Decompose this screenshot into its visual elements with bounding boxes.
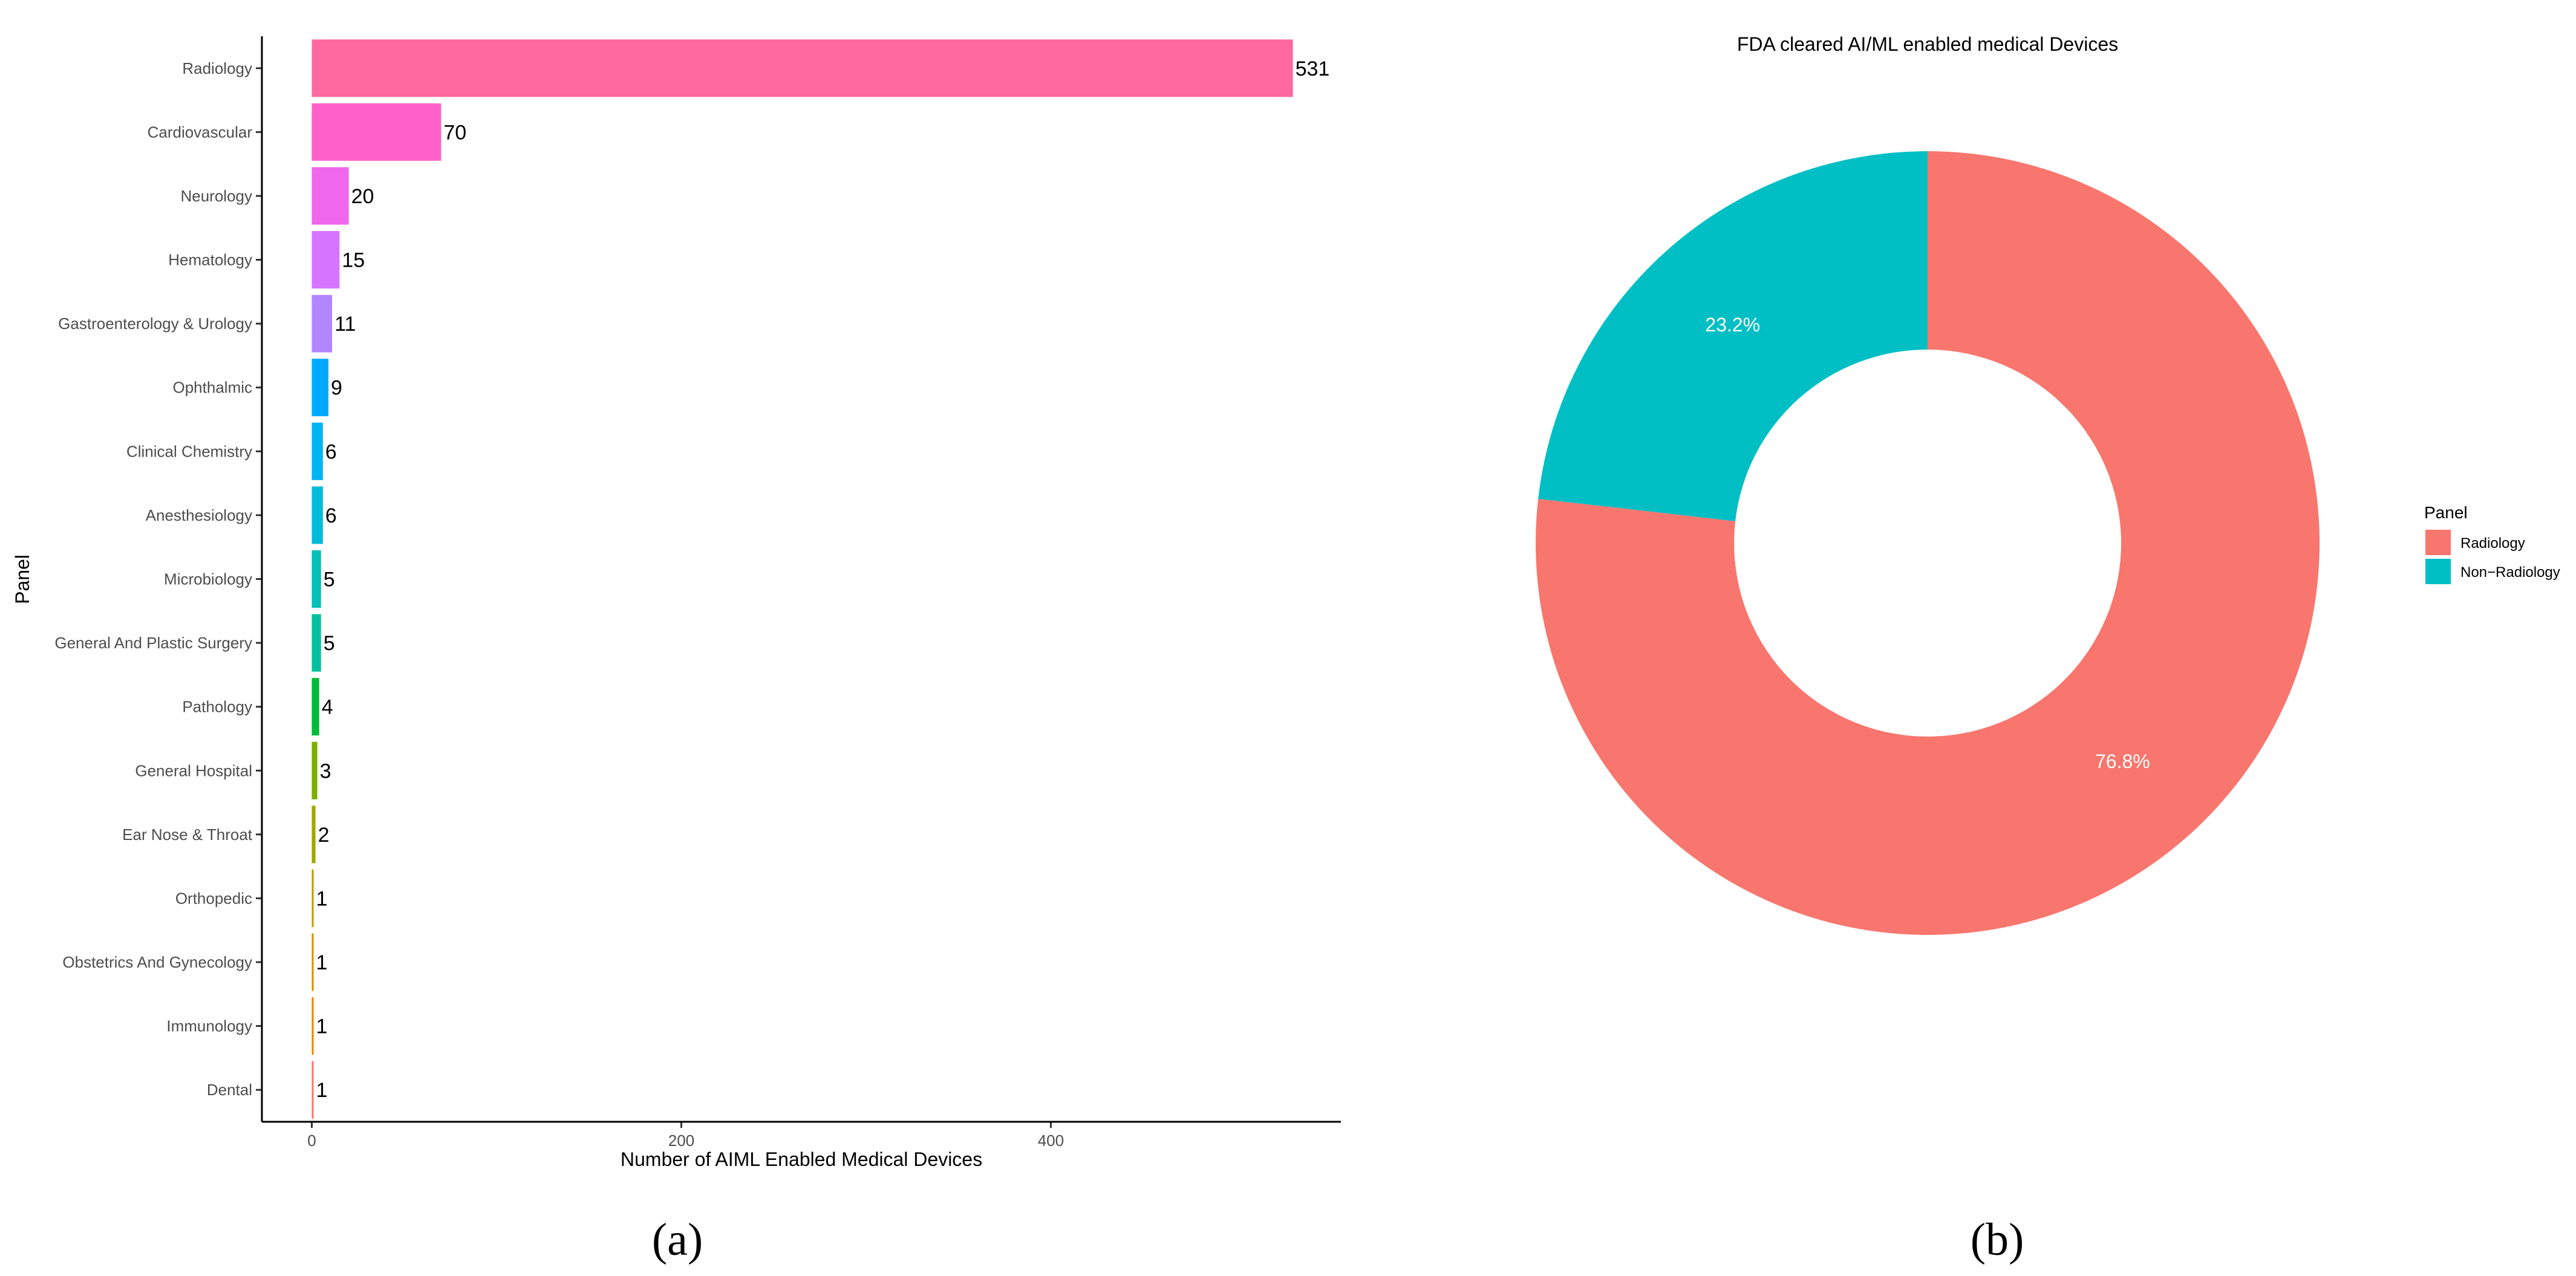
bar-value-label-anesthesiology: 6: [325, 504, 337, 527]
y-tick-label-general-and-plastic-surgery: General And Plastic Surgery: [54, 634, 252, 652]
x-tick-label-400: 400: [1038, 1131, 1064, 1150]
bar-value-label-radiology: 531: [1296, 57, 1330, 80]
bar-dental: [311, 1061, 314, 1119]
donut-chart-title: FDA cleared AI/ML enabled medical Device…: [1737, 33, 2118, 55]
bar-orthopedic: [311, 869, 314, 927]
y-tick-label-immunology: Immunology: [166, 1017, 252, 1035]
legend-title: Panel: [2424, 503, 2468, 522]
y-tick-label-gastroenterology-urology: Gastroenterology & Urology: [58, 314, 252, 333]
bar-immunology: [311, 997, 314, 1055]
bar-general-and-plastic-surgery: [311, 614, 321, 672]
bar-obstetrics-and-gynecology: [311, 933, 314, 991]
bar-pathology: [311, 678, 319, 736]
donut-value-labels: 76.8% 23.2%: [1705, 314, 2150, 772]
legend-swatch-radiology: [2425, 530, 2451, 555]
bar-value-label-dental: 1: [316, 1079, 328, 1102]
legend-items: Radiology Non−Radiology: [2425, 530, 2560, 584]
y-tick-label-cardiovascular: Cardiovascular: [148, 123, 253, 141]
bar-clinical-chemistry: [311, 422, 323, 480]
donut-chart-panel: FDA cleared AI/ML enabled medical Device…: [1536, 33, 2560, 1265]
bar-value-label-immunology: 1: [316, 1015, 328, 1038]
y-tick-label-ear-nose-throat: Ear Nose & Throat: [122, 825, 253, 844]
legend: Panel Radiology Non−Radiology: [2424, 503, 2560, 584]
bar-series: [311, 39, 1293, 1119]
y-tick-label-anesthesiology: Anesthesiology: [146, 506, 252, 524]
bar-value-label-obstetrics-and-gynecology: 1: [316, 951, 328, 974]
bar-value-label-ophthalmic: 9: [331, 377, 342, 400]
bar-ear-nose-throat: [311, 806, 316, 864]
legend-label-radiology: Radiology: [2460, 535, 2525, 552]
y-tick-label-general-hospital: General Hospital: [135, 761, 252, 780]
donut-value-label-radiology: 76.8%: [2095, 750, 2150, 772]
bar-general-hospital: [311, 741, 318, 799]
x-axis-title: Number of AIML Enabled Medical Devices: [621, 1148, 982, 1170]
x-tick-label-200: 200: [668, 1131, 694, 1150]
bar-value-label-hematology: 15: [342, 249, 365, 272]
y-tick-label-ophthalmic: Ophthalmic: [173, 379, 253, 397]
y-tick-labels: Radiology Cardiovascular Neurology Hematolo…: [54, 59, 262, 1099]
donut-slice-radiology: [1536, 151, 2320, 935]
bar-anesthesiology: [311, 486, 323, 544]
y-tick-label-dental: Dental: [207, 1081, 252, 1099]
bar-value-label-microbiology: 5: [324, 568, 335, 591]
y-tick-label-pathology: Pathology: [182, 698, 252, 716]
y-tick-label-obstetrics-and-gynecology: Obstetrics And Gynecology: [62, 953, 252, 971]
bar-value-label-neurology: 20: [351, 185, 374, 208]
donut-slices: [1536, 151, 2320, 935]
y-tick-label-neurology: Neurology: [180, 187, 252, 205]
donut-value-label-non-radiology: 23.2%: [1705, 314, 1760, 336]
donut-slice-non-radiology: [1538, 151, 1928, 521]
x-tick-label-0: 0: [307, 1131, 316, 1150]
caption-a: (a): [652, 1214, 703, 1265]
bar-radiology: [311, 39, 1293, 97]
y-tick-label-radiology: Radiology: [182, 59, 252, 77]
y-axis-title: Panel: [11, 555, 33, 604]
caption-b: (b): [1971, 1214, 2024, 1265]
bar-cardiovascular: [311, 103, 442, 161]
y-tick-label-hematology: Hematology: [168, 251, 252, 269]
bar-value-label-orthopedic: 1: [316, 887, 328, 910]
y-tick-label-orthopedic: Orthopedic: [175, 889, 252, 907]
bar-microbiology: [311, 550, 321, 608]
bar-value-label-ear-nose-throat: 2: [318, 824, 330, 847]
bar-value-label-general-and-plastic-surgery: 5: [324, 632, 335, 655]
bar-gastroenterology-urology: [311, 295, 333, 353]
bar-neurology: [311, 167, 349, 225]
legend-swatch-non-radiology: [2425, 559, 2451, 584]
bar-value-label-clinical-chemistry: 6: [325, 440, 337, 463]
bar-value-label-general-hospital: 3: [320, 760, 331, 783]
bar-ophthalmic: [311, 359, 328, 417]
legend-label-non-radiology: Non−Radiology: [2460, 564, 2560, 581]
y-tick-label-clinical-chemistry: Clinical Chemistry: [126, 442, 252, 460]
bar-value-label-cardiovascular: 70: [443, 121, 466, 144]
y-tick-label-microbiology: Microbiology: [164, 570, 252, 588]
bar-value-label-gastroenterology-urology: 11: [334, 313, 356, 336]
bar-hematology: [311, 231, 340, 289]
x-tick-labels: 0 200 400: [307, 1122, 1064, 1150]
bar-value-label-pathology: 4: [322, 696, 333, 719]
